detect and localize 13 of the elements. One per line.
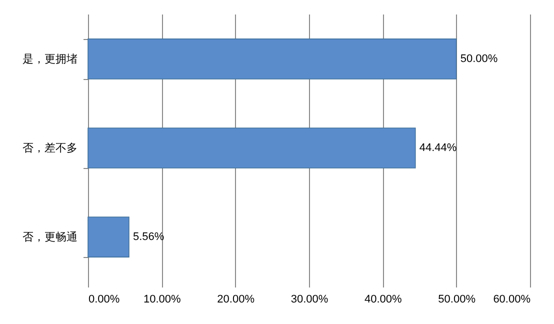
x-tick-label: 0.00% — [88, 294, 120, 306]
x-tick-label: 20.00% — [217, 294, 255, 306]
data-label: 50.00% — [460, 52, 498, 65]
x-tick-label: 50.00% — [438, 294, 476, 306]
data-label: 44.44% — [419, 142, 457, 154]
data-label: 5.56% — [132, 231, 164, 244]
y-tick-label: 否，差不多 — [22, 142, 78, 154]
x-tick-label: 30.00% — [290, 294, 328, 306]
x-tick-label: 60.00% — [493, 294, 531, 306]
y-tick-label: 是，更拥堵 — [22, 52, 78, 66]
x-tick-label: 10.00% — [144, 294, 182, 306]
x-tick-label: 40.00% — [364, 294, 402, 306]
y-tick-label: 否，更畅通 — [22, 230, 78, 244]
